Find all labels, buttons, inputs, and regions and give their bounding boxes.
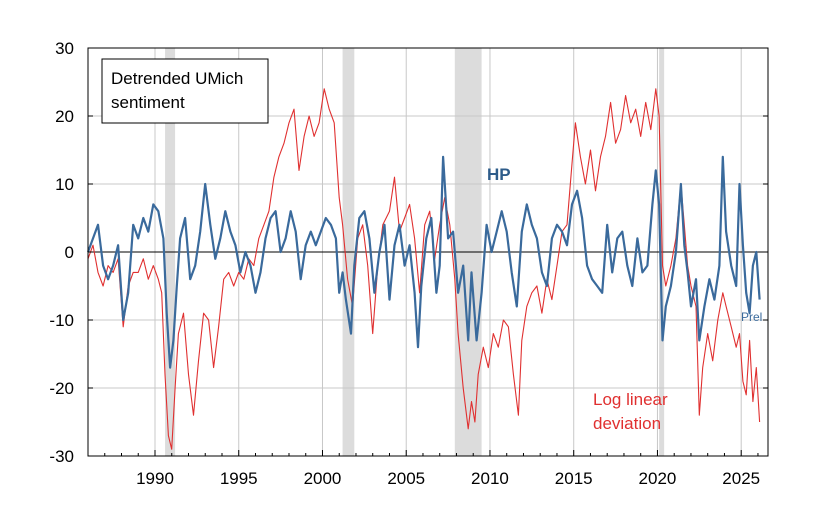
series-layer: [86, 88, 761, 450]
y-tick-label-0: 0: [65, 243, 74, 262]
y-tick-label-20: 20: [55, 107, 74, 126]
title-box-frame: [101, 58, 269, 124]
title-box-line-1: Detrended UMich: [111, 69, 243, 88]
x-tick-label-2025: 2025: [722, 469, 760, 488]
x-tick-label-2015: 2015: [555, 469, 593, 488]
title-box: Detrended UMich sentiment: [101, 58, 269, 124]
y-tick-label-30: 30: [55, 39, 74, 58]
loglinear-label-line-1: Log linear: [593, 390, 668, 409]
y-tick-label-10: 10: [55, 175, 74, 194]
axis-ticks-layer: [87, 47, 768, 457]
x-tick-label-2000: 2000: [304, 469, 342, 488]
x-tick-label-1995: 1995: [220, 469, 258, 488]
x-tick-label-1990: 1990: [136, 469, 174, 488]
x-tick-label-2010: 2010: [471, 469, 509, 488]
prel-label: Prel: [741, 310, 762, 324]
axis-tick-labels-layer: 1990 1995 2000 2005 2010 2015 2020 2025-30-20-1…: [49, 39, 760, 488]
y-tick-label--10: -10: [49, 311, 74, 330]
loglinear-series-line: [87, 88, 761, 450]
hp-series-label: HP: [487, 165, 511, 184]
y-tick-label--30: -30: [49, 447, 74, 466]
y-tick-label--20: -20: [49, 379, 74, 398]
loglinear-label-line-2: deviation: [593, 414, 661, 433]
hp-series-line: [86, 155, 761, 369]
x-tick-label-2005: 2005: [387, 469, 425, 488]
title-box-line-2: sentiment: [111, 93, 185, 112]
x-tick-label-2020: 2020: [639, 469, 677, 488]
